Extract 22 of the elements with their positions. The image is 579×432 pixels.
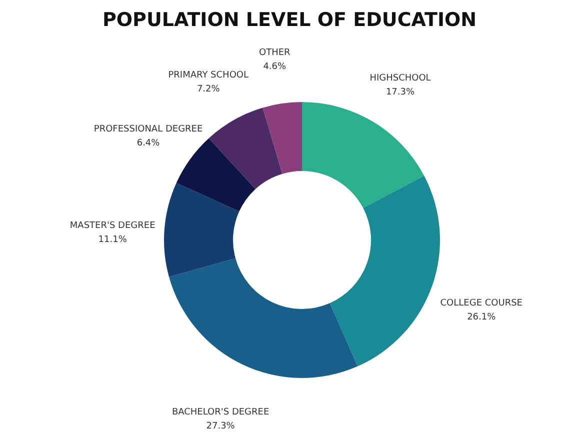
- data-label: 4.6%: [263, 62, 287, 72]
- donut-slice: [176, 138, 256, 212]
- data-label: 27.3%: [206, 422, 236, 432]
- data-label: 7.2%: [196, 84, 220, 95]
- slice-label: MASTER'S DEGREE: [70, 221, 156, 232]
- donut-slice: [302, 102, 424, 208]
- donut-slice: [330, 176, 440, 366]
- donut-slice: [262, 102, 302, 174]
- donut-slice: [169, 258, 358, 378]
- data-label: 17.3%: [386, 87, 415, 98]
- data-label: 26.1%: [467, 312, 496, 323]
- slice-label: OTHER: [258, 48, 290, 58]
- slice-label: COLLEGE COURSE: [440, 298, 523, 309]
- slice-label: PRIMARY SCHOOL: [168, 70, 249, 81]
- data-label: 11.1%: [98, 235, 128, 246]
- data-label: 6.4%: [136, 138, 160, 148]
- slice-label: HIGHSCHOOL: [370, 73, 431, 84]
- chart-title: POPULATION LEVEL OF EDUCATION: [102, 9, 477, 31]
- donut-slice: [164, 182, 240, 277]
- slice-label: BACHELOR'S DEGREE: [172, 408, 270, 418]
- donut-slice: [208, 108, 282, 190]
- slice-label: PROFESSIONAL DEGREE: [94, 124, 203, 134]
